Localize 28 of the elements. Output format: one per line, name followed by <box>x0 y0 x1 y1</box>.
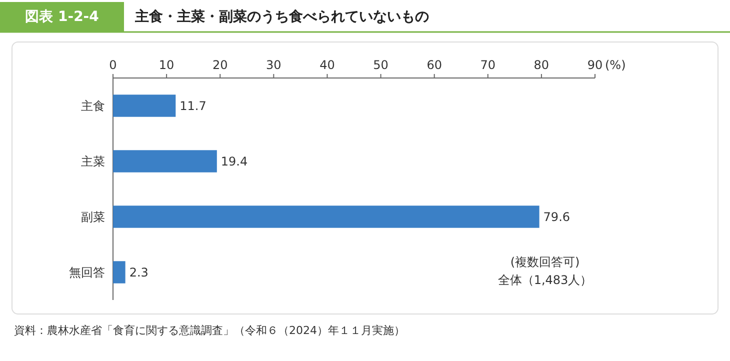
data-label: 19.4 <box>220 154 248 168</box>
x-tick-label: 0 <box>109 58 117 72</box>
chart-subtitle: 主食・主菜・副菜のうち食べられていないもの <box>134 8 429 25</box>
annotation: 全体（1,483人） <box>498 273 592 287</box>
y-tick-label: 主菜 <box>81 154 105 168</box>
data-label: 2.3 <box>129 265 148 280</box>
data-label: 11.7 <box>180 98 206 113</box>
x-tick-label: 10 <box>158 58 174 72</box>
y-tick-label: 無回答 <box>69 265 105 280</box>
x-tick-label: 70 <box>480 58 496 72</box>
bar <box>113 261 126 284</box>
x-axis-title: (%) <box>605 58 626 72</box>
bar <box>113 94 176 117</box>
y-tick-label: 主食 <box>81 98 105 113</box>
data-label: 79.6 <box>543 210 570 224</box>
y-tick-label: 副菜 <box>81 210 105 224</box>
x-tick-label: 80 <box>534 58 550 72</box>
x-tick-label: 30 <box>266 58 282 72</box>
x-tick-label: 90 <box>587 58 603 72</box>
annotation: (複数回答可) <box>510 255 580 269</box>
x-tick-label: 50 <box>373 58 388 72</box>
bar <box>113 206 540 228</box>
text: 資料：農林水産省「食育に関する意識調査」（令和６（2024）年１１月実施） <box>14 324 405 337</box>
x-tick-label: 60 <box>426 58 442 72</box>
x-tick-label: 20 <box>212 58 228 72</box>
chart-title: 図表 1-2-4 <box>25 9 100 25</box>
x-tick-label: 40 <box>320 58 335 72</box>
bar <box>113 150 217 172</box>
